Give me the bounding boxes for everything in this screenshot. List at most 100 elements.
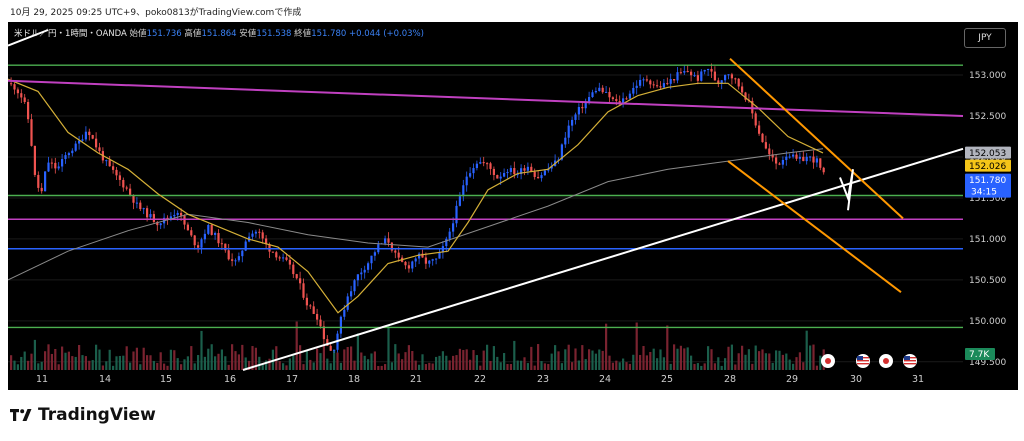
- candle-body: [710, 68, 713, 72]
- volume-bar: [50, 353, 53, 370]
- volume-bar: [482, 350, 485, 370]
- volume-tag-label: 7.7K: [969, 350, 990, 360]
- volume-bar: [588, 349, 591, 370]
- volume-bar: [98, 349, 101, 370]
- volume-bar: [346, 346, 349, 370]
- candle-body: [329, 345, 332, 351]
- volume-bar: [819, 355, 822, 370]
- x-tick-label: 22: [474, 374, 486, 385]
- candle-body: [282, 257, 285, 259]
- change-value: +0.044 (+0.03%): [349, 29, 424, 39]
- volume-bar: [469, 359, 472, 370]
- candle-body: [370, 255, 373, 264]
- candle-body: [183, 215, 186, 225]
- volume-bar: [95, 344, 98, 370]
- volume-bar: [350, 346, 353, 370]
- volume-bar: [717, 357, 720, 370]
- volume-bar: [574, 348, 577, 370]
- volume-bar: [193, 363, 196, 370]
- candle-body: [118, 175, 121, 180]
- volume-bar: [431, 363, 434, 370]
- x-tick-label: 25: [661, 374, 673, 385]
- candle-body: [683, 71, 686, 73]
- candle-body: [608, 91, 611, 98]
- volume-bar: [13, 360, 16, 370]
- candle-body: [112, 166, 115, 170]
- volume-bar: [20, 356, 23, 370]
- candle-body: [431, 259, 434, 261]
- candle-body: [190, 230, 193, 236]
- volume-bar: [241, 344, 244, 370]
- candle-body: [506, 171, 509, 174]
- candle-body: [635, 85, 638, 88]
- candle-body: [71, 150, 74, 154]
- volume-bar: [380, 365, 383, 370]
- volume-bar: [441, 351, 444, 370]
- close-value: 151.780: [311, 29, 347, 39]
- candle-body: [241, 250, 244, 257]
- volume-bar: [322, 344, 325, 370]
- candle-body: [679, 72, 682, 74]
- trend-line-1: [8, 79, 964, 117]
- volume-bar: [105, 361, 108, 370]
- jp-flag-dot: [825, 358, 831, 364]
- volume-bar: [526, 363, 529, 370]
- candle-body: [326, 339, 329, 346]
- candle-body: [520, 168, 523, 175]
- volume-bar: [40, 361, 43, 370]
- candle-body: [625, 98, 628, 100]
- candle-body: [761, 133, 764, 143]
- price-tag: [965, 146, 1011, 159]
- volume-bar: [183, 359, 186, 370]
- y-tick-label: 151.500: [969, 194, 1006, 204]
- candle-body: [105, 160, 108, 162]
- trend-line-2: [242, 147, 964, 371]
- candle-body: [288, 259, 291, 265]
- candle-body: [356, 274, 359, 281]
- candle-body: [744, 92, 747, 100]
- candle-body: [666, 83, 669, 85]
- us-flag-canton: [857, 356, 863, 360]
- candle-body: [812, 156, 815, 163]
- x-tick-label: 14: [99, 374, 111, 385]
- candle-body: [591, 92, 594, 98]
- candle-body: [727, 74, 730, 76]
- candle-body: [717, 80, 720, 84]
- volume-bar: [407, 345, 410, 370]
- volume-bar: [479, 365, 482, 370]
- volume-bar: [554, 345, 557, 370]
- candle-body: [265, 238, 268, 245]
- volume-bar: [81, 355, 84, 370]
- volume-bar: [577, 360, 580, 370]
- volume-bar: [720, 365, 723, 370]
- candle-body: [74, 143, 77, 151]
- candle-body: [798, 156, 801, 159]
- volume-bar: [516, 360, 519, 370]
- candle-body: [662, 83, 665, 88]
- volume-bar: [499, 362, 502, 370]
- volume-bar: [448, 360, 451, 370]
- tradingview-wordmark: TradingView: [38, 405, 156, 425]
- candle-body: [537, 176, 540, 179]
- volume-bar: [353, 360, 356, 370]
- volume-bar: [285, 365, 288, 370]
- volume-bar: [754, 345, 757, 370]
- volume-bar: [387, 326, 390, 370]
- candle-body: [210, 225, 213, 235]
- candle-body: [489, 163, 492, 169]
- x-tick-label: 31: [912, 374, 924, 385]
- volume-bar: [615, 360, 618, 370]
- volume-bar: [486, 344, 489, 370]
- currency-button[interactable]: JPY: [964, 28, 1006, 48]
- low-label: 安値: [239, 29, 257, 39]
- candle-body: [530, 166, 533, 172]
- volume-bar: [727, 346, 730, 370]
- us-flag-stripe: [857, 363, 869, 365]
- price-chart[interactable]: 153.000152.500152.000151.500151.000150.5…: [8, 22, 1018, 390]
- candle-body: [217, 233, 220, 244]
- volume-bar: [645, 355, 648, 370]
- volume-bar: [788, 359, 791, 370]
- volume-bar: [608, 355, 611, 370]
- volume-bar: [251, 346, 254, 370]
- volume-bar: [404, 352, 407, 370]
